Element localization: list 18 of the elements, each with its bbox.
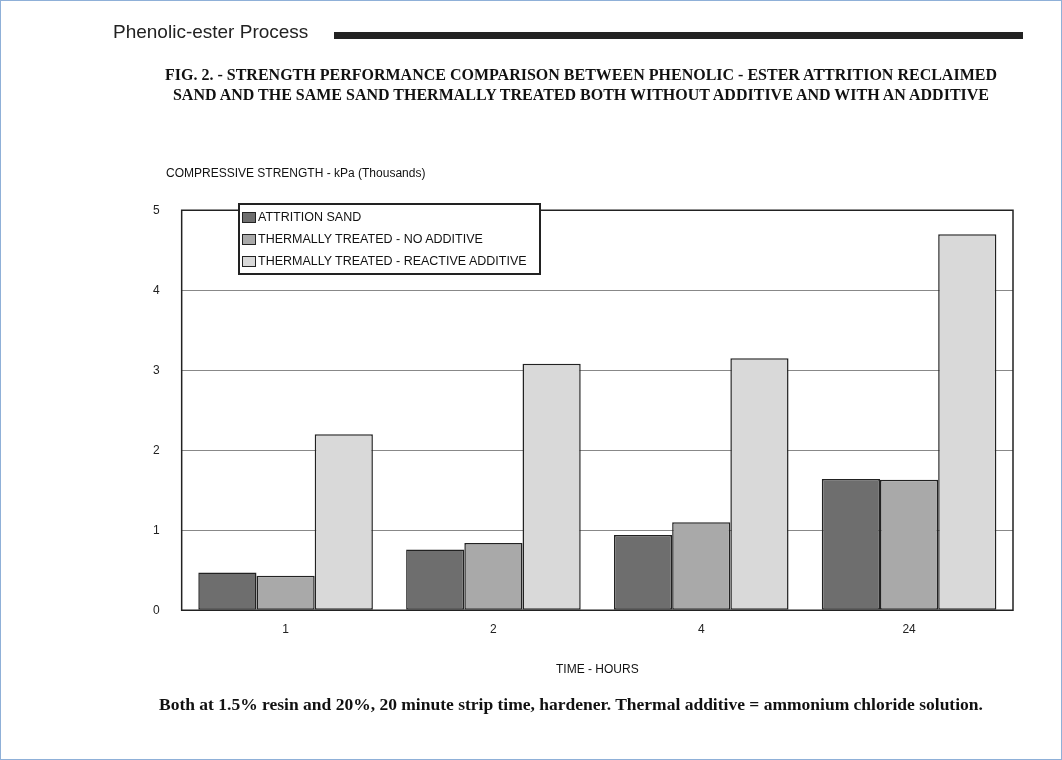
x-tick-label: 2 bbox=[490, 621, 498, 636]
y-tick-label: 2 bbox=[152, 442, 160, 457]
y-tick-label: 5 bbox=[152, 202, 160, 217]
legend-label: ATTRITION SAND bbox=[258, 210, 362, 224]
y-tick-label: 3 bbox=[152, 362, 160, 377]
y-tick-label: 4 bbox=[152, 282, 160, 297]
x-tick-label: 1 bbox=[282, 621, 290, 636]
text: Both at 1.5% resin and 20%, 20 minute strip time, hardener. Thermal additive = ammonium chloride solution. bbox=[159, 693, 984, 716]
y-tick-label: 1 bbox=[152, 522, 160, 537]
x-tick-label: 24 bbox=[902, 621, 917, 636]
chart-title: FIG. 2. - STRENGTH PERFORMANCE COMPARISON BETWEEN PHENOLIC - ESTER ATTRITION RECLAIMED SAND AND THE SAME SAND THERMALLY TREATED BOTH WITHOUT ADDITIVE AND WITH AN ADDITIVE bbox=[164, 65, 998, 105]
y-tick-label: 0 bbox=[152, 602, 160, 617]
legend-label: THERMALLY TREATED - REACTIVE ADDITIVE bbox=[258, 254, 527, 268]
x-axis-title: TIME - HOURS bbox=[556, 662, 639, 677]
legend-label: THERMALLY TREATED - NO ADDITIVE bbox=[258, 232, 483, 246]
text: Phenolic-ester Process bbox=[113, 21, 309, 43]
y-axis-title: COMPRESSIVE STRENGTH - kPa (Thousands) bbox=[166, 166, 426, 180]
x-tick-label: 4 bbox=[697, 621, 705, 636]
